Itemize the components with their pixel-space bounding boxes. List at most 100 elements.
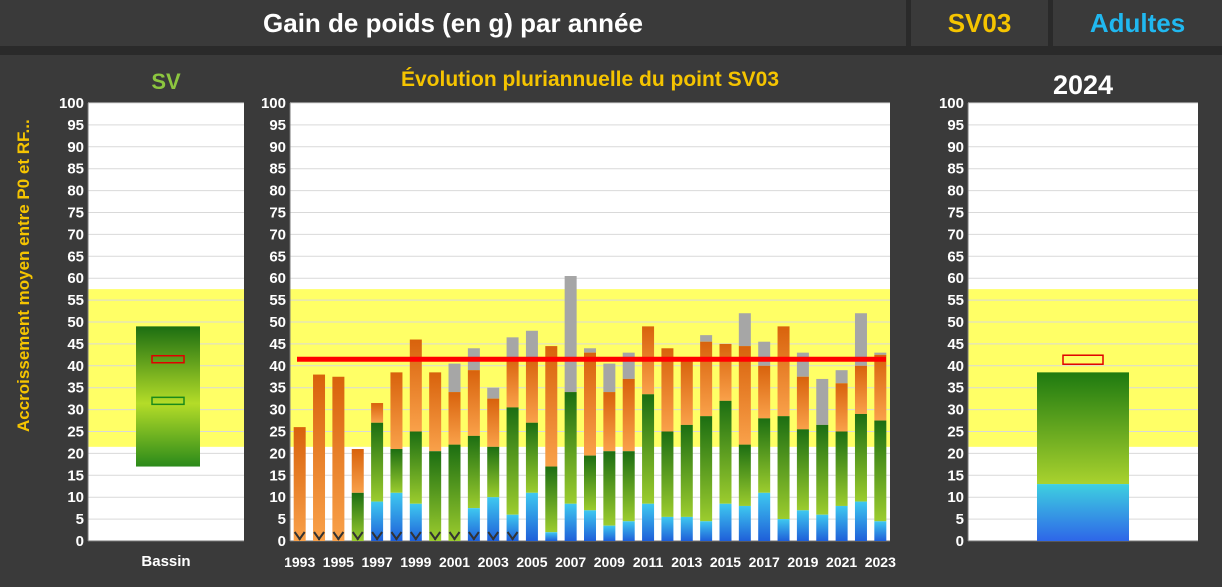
evolution-bar-blue [661,516,674,541]
basin-y-tick-label: 45 [67,336,84,353]
evolution-missing-marker [506,531,519,541]
evolution-bar-green [854,413,867,502]
evolution-x-tick-label: 1999 [400,554,431,570]
current-y-tick-label: 45 [947,336,964,353]
evolution-y-tick-label: 20 [269,445,286,462]
basin-chart-title: SV [151,69,181,94]
evolution-bar-gray [506,337,519,358]
evolution-bar-blue [371,501,384,541]
basin-bar [136,326,200,467]
evolution-y-tick-label: 45 [269,336,286,353]
evolution-bar-orange [313,374,326,541]
evolution-bar-orange [487,398,500,447]
evolution-bar-green [564,392,577,504]
basin-y-tick-label: 75 [67,205,84,222]
evolution-y-tick-label: 70 [269,226,286,243]
evolution-bar-green [719,400,732,504]
evolution-y-tick-label: 55 [269,292,286,309]
evolution-missing-marker [448,531,461,541]
station-code: SV03 [911,0,1048,46]
evolution-y-tick-label: 10 [269,489,286,506]
evolution-bar-green [429,451,442,541]
evolution-bar-orange [835,383,848,432]
evolution-bar-blue [506,514,519,541]
evolution-x-tick-label: 2001 [439,554,470,570]
evolution-missing-marker [313,531,325,541]
evolution-x-tick-label: 1997 [362,554,393,570]
evolution-chart-title: Évolution pluriannuelle du point SV03 [400,68,780,91]
evolution-y-tick-label: 25 [269,424,286,441]
evolution-y-tick-label: 95 [269,117,286,134]
evolution-y-tick-label: 40 [269,358,286,375]
current-y-tick-label: 100 [939,95,964,112]
current-y-tick-label: 15 [947,467,964,484]
evolution-bar-blue [874,521,887,541]
evolution-bar-green [448,444,461,541]
evolution-bar-green [622,451,635,522]
basin-y-tick-label: 15 [67,467,84,484]
evolution-bar-green [835,431,848,506]
current-y-tick-label: 35 [947,380,964,397]
evolution-x-tick-label: 2005 [516,554,547,570]
evolution-bar-green [816,424,829,515]
basin-marker-red [151,354,185,364]
basin-y-tick-label: 10 [67,489,84,506]
evolution-bar-gray [854,313,867,366]
basin-y-tick-label: 95 [67,117,84,134]
evolution-bar-orange [738,346,751,445]
current-y-tick-label: 65 [947,248,964,265]
evolution-bar-orange [506,357,519,408]
evolution-bar-green [584,455,596,511]
evolution-x-tick-label: 2019 [787,554,818,570]
evolution-x-tick-label: 2009 [594,554,625,570]
basin-y-tick-label: 70 [67,226,84,243]
evolution-bar-gray [487,387,500,399]
evolution-missing-marker [468,531,480,541]
evolution-y-tick-label: 60 [269,270,286,287]
current-y-tick-label: 40 [947,358,964,375]
evolution-bar-blue [796,510,809,541]
current-y-tick-label: 0 [956,533,964,550]
current-y-tick-label: 75 [947,205,964,222]
evolution-bar-green [351,492,364,541]
evolution-bar-green [777,416,790,520]
evolution-missing-marker [429,531,441,541]
evolution-bar-orange [874,354,887,421]
evolution-x-tick-label: 1993 [284,554,315,570]
header-divider [906,0,911,46]
evolution-bar-orange [584,352,596,456]
evolution-y-tick-label: 0 [278,533,286,550]
evolution-bar-blue [409,503,422,541]
evolution-bar-green [371,422,384,502]
evolution-bar-blue [584,510,596,541]
evolution-x-tick-label: 2007 [555,554,586,570]
basin-y-tick-label: 65 [67,248,84,265]
evolution-bar-orange [293,427,306,541]
page-title: Gain de poids (en g) par année [0,0,906,46]
current-bar-green [1037,372,1129,485]
evolution-bar-gray [603,363,616,393]
current-y-tick-label: 20 [947,445,964,462]
evolution-bar-gray [700,335,713,342]
basin-y-tick-label: 80 [67,183,84,200]
basin-y-tick-label: 25 [67,424,84,441]
evolution-missing-marker [487,531,500,541]
basin-y-tick-label: 0 [76,533,84,550]
evolution-bar-orange [700,341,713,417]
basin-y-tick-label: 20 [67,445,84,462]
evolution-x-tick-label: 1995 [323,554,354,570]
evolution-bar-blue [777,519,790,541]
evolution-bar-orange [390,372,403,450]
evolution-bar-blue [854,501,867,541]
current-year-title: 2024 [1052,70,1114,100]
evolution-x-tick-label: 2003 [478,554,509,570]
header-divider [1048,0,1053,46]
basin-y-tick-label: 5 [76,511,84,528]
evolution-bar-blue [680,516,693,541]
evolution-bar-green [390,449,403,493]
evolution-bar-green [758,418,771,493]
evolution-bar-blue [700,521,713,541]
evolution-bar-gray [584,348,596,353]
current-y-tick-label: 30 [947,402,964,419]
evolution-bar-orange [680,359,693,425]
